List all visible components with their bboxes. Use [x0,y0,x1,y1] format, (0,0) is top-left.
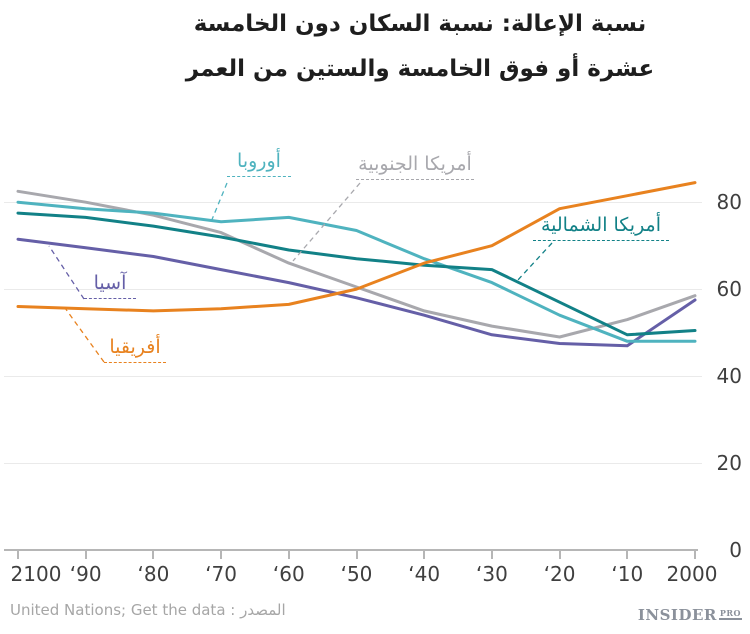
series-label-africa: أفريقيا [104,334,166,363]
x-tick-label: ‘50 [340,562,373,586]
x-axis-line [4,549,698,551]
series-line-africa [16,181,697,313]
x-tick-label: ‘20 [543,562,576,586]
insider-pro-logo: INSIDER PRO [638,606,742,624]
series-label-north-america: أمريكا الشمالية [533,212,669,241]
source-note: United Nations; Get the data : المصدر [10,601,286,619]
x-tick-label: ‘60 [272,562,305,586]
gridline [4,201,702,203]
logo-text: INSIDER [637,606,717,624]
x-tick-mark [287,551,290,559]
x-tick-mark [152,551,155,559]
x-tick-mark [423,551,426,559]
x-tick-mark [626,551,629,559]
x-tick-label: ‘40 [408,562,441,586]
chart-title-line-2: عشرة أو فوق الخامسة والستين من العمر [185,56,655,82]
x-tick-mark [84,551,87,559]
series-line-europe [16,200,697,343]
logo-pro-badge: PRO [718,608,742,620]
y-tick-label: 40 [716,364,742,389]
x-tick-mark [17,551,19,559]
leader-line-asia [48,245,85,300]
y-tick-label: 80 [716,190,742,215]
series-line-asia [16,237,697,348]
x-tick-label: 2100 [10,562,62,586]
chart-title-line-1: نسبة الإعالة: نسبة السكان دون الخامسة [193,11,647,37]
x-tick-label: ‘70 [205,562,237,586]
series-label-europe: أوروبا [227,148,291,177]
x-tick-mark [355,551,358,559]
series-line-north_america [16,211,697,337]
x-tick-label: ‘10 [611,562,644,586]
x-tick-label: ‘30 [475,562,508,586]
x-tick-label: 2000 [666,562,718,586]
leader-line-south_america [292,182,361,262]
gridline [4,462,702,464]
gridline [4,375,702,377]
series-label-south-america: أمريكا الجنوبية [356,151,474,180]
y-tick-label: 60 [716,277,742,302]
series-label-asia: آسيا [84,270,136,299]
chart-title: نسبة الإعالة: نسبة السكان دون الخامسة عش… [95,2,745,92]
x-tick-label: ‘90 [69,562,102,586]
leader-line-north_america [516,242,553,282]
x-tick-mark [694,551,696,559]
y-tick-label: 20 [716,451,742,476]
x-tick-label: ‘80 [137,562,170,586]
x-tick-mark [220,551,223,559]
x-tick-mark [490,551,493,559]
leader-line-africa [64,307,105,363]
leader-line-europe [210,182,228,223]
x-tick-mark [558,551,561,559]
y-tick-label: 0 [729,538,742,562]
